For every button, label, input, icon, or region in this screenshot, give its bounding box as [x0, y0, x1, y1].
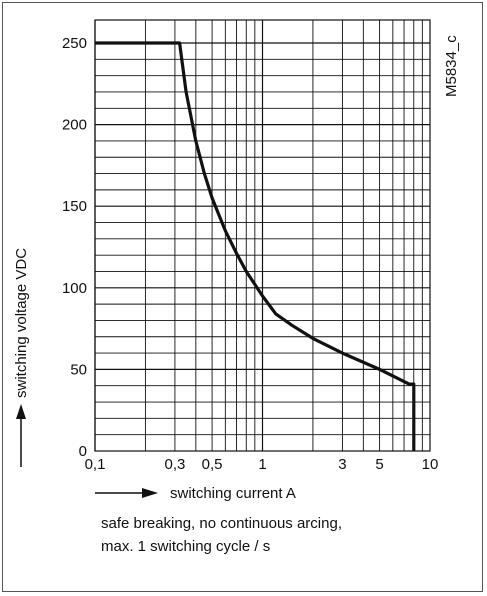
x-tick-label: 0,3 [164, 456, 185, 473]
series-layer [95, 41, 416, 451]
x-axis-arrowhead [142, 488, 158, 498]
x-tick-label: 0,5 [202, 456, 223, 473]
y-tick-label: 50 [70, 361, 87, 378]
tick-labels: 0 50 100 150 200 250 0,1 0,3 0,5 1 3 5 10 [62, 35, 438, 473]
x-tick-label: 0,1 [85, 456, 106, 473]
note-line-2: max. 1 switching cycle / s [101, 538, 271, 555]
y-tick-label: 0 [79, 443, 87, 460]
y-tick-label: 200 [62, 117, 87, 134]
x-tick-label: 1 [258, 456, 266, 473]
y-tick-label: 150 [62, 198, 87, 215]
figure-frame [2, 2, 483, 592]
x-tick-label: 10 [422, 456, 439, 473]
y-axis-label: switching voltage VDC [13, 248, 30, 398]
figure-code: M5834_c [443, 35, 460, 97]
x-tick-label: 3 [338, 456, 346, 473]
series-line [95, 41, 416, 451]
x-axis-label: switching current A [170, 485, 296, 502]
y-tick-label: 100 [62, 280, 87, 297]
y-axis-arrowhead [16, 404, 26, 419]
grid [94, 19, 431, 452]
chart-note: safe breaking, no continuous arcing, max… [101, 512, 342, 558]
y-tick-label: 250 [62, 35, 87, 52]
note-line-1: safe breaking, no continuous arcing, [101, 515, 342, 532]
x-tick-label: 5 [375, 456, 383, 473]
